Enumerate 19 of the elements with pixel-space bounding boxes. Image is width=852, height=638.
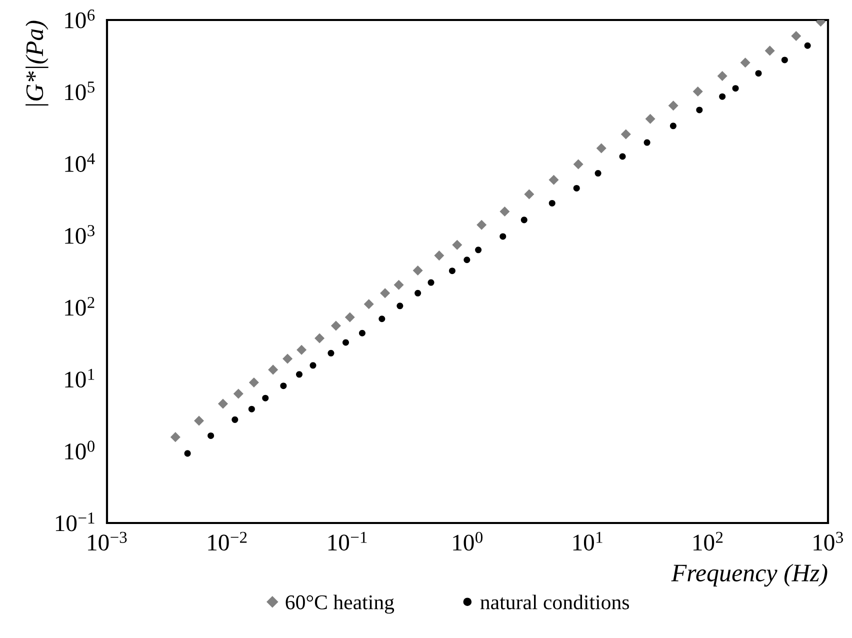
legend-label: natural conditions [480, 594, 629, 610]
y-tick-label: 10$^{1}$ [65, 368, 94, 388]
y-tick-label: 10$^{6}$ [65, 10, 95, 28]
x-tick-label: 10$^{2}$ [694, 532, 723, 551]
x-tick-label: 10$^{−3}$ [88, 532, 127, 551]
legend-label: 60°C heating [286, 594, 394, 614]
x-tick-label: 10$^{0}$ [453, 532, 483, 551]
x-tick-label: 10$^{1}$ [573, 532, 602, 551]
y-tick-label: 10$^{2}$ [65, 296, 94, 316]
y-tick-label: 10$^{−1}$ [56, 512, 94, 532]
y-tick-label: 10$^{3}$ [65, 225, 94, 244]
x-tick-label: 10$^{−2}$ [208, 532, 247, 551]
y-tick-label: 10$^{0}$ [65, 440, 95, 460]
y-tick-label: 10$^{4}$ [65, 153, 95, 172]
y-axis-title: |G*|(Pa) [26, 20, 48, 106]
x-tick-label: 10$^{−1}$ [328, 532, 367, 551]
x-axis-title: Frequency (Hz) [671, 564, 828, 587]
x-tick-label: 10$^{3}$ [814, 532, 844, 551]
y-tick-label: 10$^{5}$ [65, 82, 94, 100]
